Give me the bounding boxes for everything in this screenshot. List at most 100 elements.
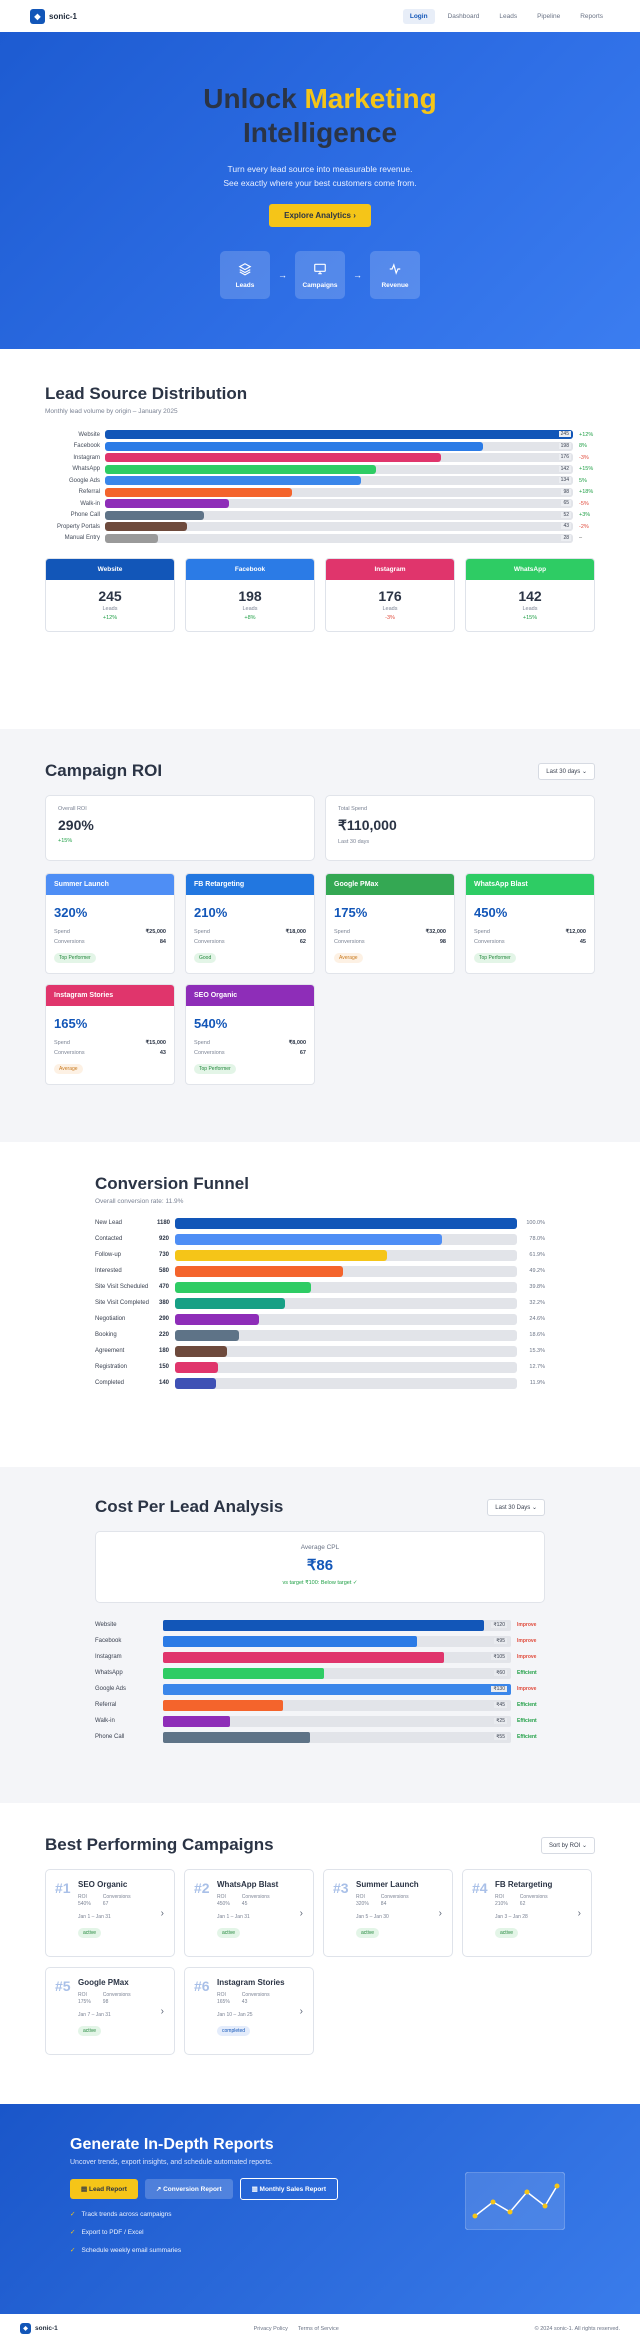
hero-title-highlight: Marketing [304,83,437,114]
roi-card-header: FB Retargeting [186,874,314,895]
roi-card[interactable]: SEO Organic 540% Spend ₹8,000 Conversions 67 T… [185,984,315,1085]
lead-card-value: 245 [98,588,122,604]
funnel-stage-label: Registration [95,1364,128,1370]
lead-report-button[interactable]: ▤ Lead Report [70,2179,138,2199]
cpl-source-label: Phone Call [95,1734,125,1740]
roi-card[interactable]: FB Retargeting 210% Spend ₹18,000 Conversion… [185,873,315,974]
best-sort-select[interactable]: Sort by ROI ⌄ [540,1836,595,1854]
overall-roi-label: Overall ROI [58,806,87,812]
cpl-status: Efficient [517,1734,537,1740]
lead-bar-value: 245 [558,431,571,438]
chevron-right-icon[interactable]: › [299,1908,303,1919]
roi-spend-label: Spend [54,929,70,935]
lead-bar-track: 43 [105,522,573,532]
roi-card-value: 450% [474,905,508,920]
conversion-report-button[interactable]: ↗ Conversion Report [144,2179,233,2199]
terms-link[interactable]: Terms of Service [297,2325,339,2332]
flow-campaigns-label: Campaigns [302,281,338,289]
best-campaign-card[interactable]: #4 FB Retargeting ROI 210% Conversions 62 Jan … [462,1869,592,1957]
campaign-rank: #4 [472,1880,488,1896]
conv-stat-label: Conversions [241,1894,270,1900]
cpl-status: Improve [517,1638,537,1644]
roi-conv-value: 43 [159,1050,166,1056]
chevron-right-icon[interactable]: › [438,1908,442,1919]
funnel-stage-label: Site Visit Scheduled [95,1284,149,1290]
lead-bar-label: Instagram [73,454,100,461]
lead-source-card[interactable]: Website 245 Leads +12% [45,558,175,632]
privacy-link[interactable]: Privacy Policy [253,2325,288,2332]
conv-stat-value: 67 [102,1901,109,1907]
funnel-chart: New Lead 1180 100.0% Contacted 920 78.0% Follo… [95,1215,545,1391]
roi-card[interactable]: Google PMax 175% Spend ₹32,000 Conversions 98… [325,873,455,974]
roi-card[interactable]: Summer Launch 320% Spend ₹25,000 Conversions… [45,873,175,974]
best-campaign-card[interactable]: #3 Summer Launch ROI 320% Conversions 84 Jan 5… [323,1869,453,1957]
nav-dashboard[interactable]: Dashboard [447,12,480,20]
best-campaign-card[interactable]: #1 SEO Organic ROI 540% Conversions 67 Jan 1 –… [45,1869,175,1957]
roi-stat-value: 320% [356,1901,369,1907]
funnel-bar [175,1345,228,1357]
lead-bar-change: +12% [579,431,594,438]
roi-stat-value: 540% [78,1901,91,1907]
reports-cta-section: Generate In-Depth Reports Uncover trends… [0,2104,640,2314]
lead-source-card[interactable]: Facebook 198 Leads +8% [185,558,315,632]
funnel-stage-pct: 49.2% [529,1268,545,1274]
roi-conv-label: Conversions [194,939,225,945]
funnel-bar [175,1265,344,1277]
best-campaign-card[interactable]: #2 WhatsApp Blast ROI 450% Conversions 45 Jan … [184,1869,314,1957]
funnel-track [175,1297,517,1309]
hero-title: Unlock Marketing Intelligence [0,32,640,150]
funnel-track [175,1233,517,1245]
lead-card-unit: Leads [242,606,258,612]
campaign-name: FB Retargeting [495,1880,553,1889]
roi-conv-value: 45 [579,939,586,945]
campaign-dates: Jan 1 – Jan 31 [217,1914,250,1920]
funnel-row: New Lead 1180 100.0% [95,1215,545,1231]
cpl-title: Cost Per Lead Analysis [95,1497,284,1516]
funnel-stage-pct: 18.6% [529,1332,545,1338]
lead-card-unit: Leads [382,606,398,612]
lead-card-header: WhatsApp [466,559,594,580]
lead-source-card[interactable]: WhatsApp 142 Leads +15% [465,558,595,632]
chevron-right-icon[interactable]: › [160,2006,164,2017]
chevron-right-icon[interactable]: › [299,2006,303,2017]
cpl-bar [163,1619,485,1631]
roi-spend-value: ₹18,000 [285,929,306,935]
funnel-section: Conversion Funnel Overall conversion rat… [0,1142,640,1467]
roi-spend-label: Spend [194,1040,210,1046]
campaign-status-badge: active [217,1928,241,1938]
best-campaign-cards: #1 SEO Organic ROI 540% Conversions 67 Jan 1 –… [45,1869,595,2055]
funnel-track [175,1265,517,1277]
nav-login[interactable]: Login [402,8,435,24]
roi-badge: Top Performer [54,953,96,963]
monthly-sales-report-button[interactable]: ▥ Monthly Sales Report [239,2178,339,2200]
roi-card[interactable]: Instagram Stories 165% Spend ₹15,000 Convers… [45,984,175,1085]
roi-spend-value: ₹8,000 [288,1040,306,1046]
explore-analytics-button[interactable]: Explore Analytics › [269,204,371,227]
funnel-row: Site Visit Scheduled 470 39.8% [95,1279,545,1295]
campaign-stats: ROI 320% Conversions 84 [356,1894,444,1908]
chevron-right-icon[interactable]: › [160,1908,164,1919]
hero-title-a: Unlock [203,83,297,114]
cpl-period-select[interactable]: Last 30 Days ⌄ [487,1498,545,1516]
chevron-right-icon[interactable]: › [577,1908,581,1919]
lead-bar-row: Phone Call 52 +3% [45,510,595,522]
roi-card-value: 165% [54,1016,88,1031]
nav-reports[interactable]: Reports [580,12,603,20]
campaign-status-badge: active [78,2026,102,2036]
roi-period-select[interactable]: Last 30 days ⌄ [538,762,595,780]
nav-pipeline[interactable]: Pipeline [537,12,561,20]
best-campaign-card[interactable]: #6 Instagram Stories ROI 165% Conversions 43 J… [184,1967,314,2055]
lead-source-card[interactable]: Instagram 176 Leads -3% [325,558,455,632]
cpl-period-value: Last 30 Days [495,1504,531,1511]
lead-bar-track: 134 [105,476,573,486]
roi-card[interactable]: WhatsApp Blast 450% Spend ₹12,000 Conversion… [465,873,595,974]
best-campaign-card[interactable]: #5 Google PMax ROI 175% Conversions 98 Jan 7 –… [45,1967,175,2055]
roi-stat: ROI 540% [78,1894,91,1908]
lead-card-header: Website [46,559,174,580]
brand[interactable]: ◆ sonic-1 [30,8,77,24]
nav-leads[interactable]: Leads [499,12,518,20]
footer-brand[interactable]: ◆ sonic-1 [20,2323,58,2334]
campaign-rank: #1 [55,1880,71,1896]
roi-badge: Good [194,953,217,963]
cpl-track: ₹60 [163,1667,511,1679]
